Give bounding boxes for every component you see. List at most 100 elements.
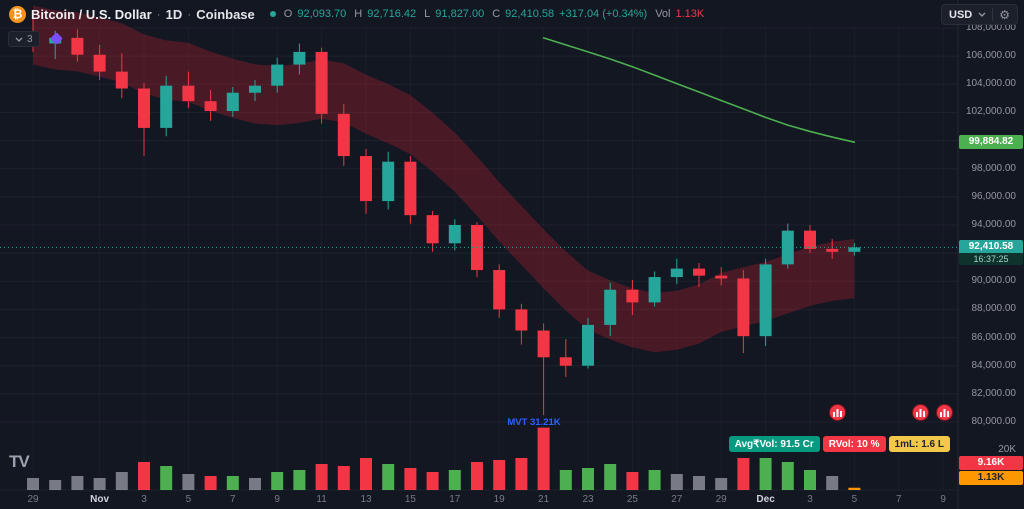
- volume-bar: [138, 462, 150, 490]
- time-tick: 23: [582, 494, 594, 505]
- event-bubble-icon[interactable]: [912, 404, 929, 421]
- high-value: 92,716.42: [367, 8, 417, 20]
- bar-chart-glyph: [940, 409, 949, 417]
- price-tick: 108,000.00: [965, 22, 1016, 33]
- candle: [271, 64, 284, 86]
- volume-bar: [471, 462, 483, 490]
- candle: [138, 88, 150, 128]
- volume-bar: [515, 458, 528, 490]
- volume-bar: [493, 460, 506, 490]
- candle: [160, 85, 173, 128]
- bar-chart-glyph: [916, 409, 925, 417]
- price-tick: 86,000.00: [971, 331, 1017, 343]
- volume-bar: [715, 478, 728, 490]
- time-tick: 27: [671, 494, 683, 505]
- price-tick: 98,000.00: [971, 162, 1017, 174]
- volume-bar: [537, 427, 550, 490]
- bar-chart-glyph: [833, 409, 842, 417]
- time-tick: 21: [538, 494, 550, 505]
- candle: [515, 309, 528, 331]
- volume-bar: [404, 468, 417, 490]
- volume-bar: [804, 470, 816, 490]
- candle: [848, 247, 861, 252]
- indicator-stat-badges: Avg₹Vol: 91.5 Cr RVol: 10 % 1mL: 1.6 L: [728, 436, 950, 452]
- price-tick: 94,000.00: [971, 219, 1017, 230]
- volume-label: Vol: [655, 8, 671, 20]
- candle: [204, 101, 217, 112]
- time-tick: Dec: [756, 494, 775, 505]
- price-tick: 102,000.00: [965, 106, 1016, 118]
- volume-bar: [293, 470, 306, 490]
- volume-bar: [582, 468, 594, 490]
- volume-bar: [204, 476, 217, 490]
- chevron-down-icon: [978, 12, 986, 17]
- price-tick: 96,000.00: [971, 190, 1017, 202]
- separator-dot: ·: [156, 7, 161, 21]
- exchange-label[interactable]: Coinbase: [196, 6, 255, 22]
- open-value: 92,093.70: [297, 8, 347, 20]
- candle: [670, 268, 683, 278]
- volume-bar: [559, 470, 572, 490]
- volume-bar: [781, 462, 794, 490]
- low-value: 91,827.00: [435, 8, 485, 20]
- candle: [781, 230, 794, 265]
- divider: [992, 8, 994, 21]
- volume-bar: [226, 476, 239, 490]
- candle: [448, 225, 461, 244]
- volume-value: 1.13K: [675, 8, 705, 20]
- time-tick: 17: [449, 494, 461, 505]
- volume-bar: [182, 474, 195, 490]
- avg-vol-badge: Avg₹Vol: 91.5 Cr: [728, 436, 820, 452]
- time-tick: 25: [626, 494, 638, 505]
- time-tick: 3: [141, 494, 147, 505]
- volume-bar: [670, 474, 683, 490]
- event-bubble-icon[interactable]: [936, 404, 953, 421]
- interval-label[interactable]: 1D: [165, 6, 183, 22]
- currency-selector[interactable]: USD ⚙: [941, 4, 1018, 25]
- volume-bar: [71, 476, 84, 490]
- volume-bar: [49, 480, 62, 490]
- time-tick: 15: [404, 494, 416, 505]
- chevron-down-icon: [15, 37, 23, 42]
- volume-bar: [315, 464, 328, 490]
- settings-gear-icon[interactable]: ⚙: [999, 7, 1010, 22]
- market-status-dot: [269, 11, 276, 17]
- candle: [737, 278, 750, 337]
- candle: [493, 270, 506, 310]
- last-price-badge: 92,410.58: [959, 240, 1023, 254]
- candle: [626, 289, 639, 303]
- one-month-low-badge: 1mL: 1.6 L: [888, 436, 950, 452]
- volume-ma-badge: 9.16K: [959, 456, 1023, 470]
- candle: [559, 357, 572, 366]
- rvol-badge: RVol: 10 %: [822, 436, 886, 452]
- time-tick: 29: [27, 494, 39, 505]
- volume-bar: [648, 470, 661, 490]
- candle: [71, 37, 84, 55]
- price-axis[interactable]: 99,884.82 92,410.58 16:37:25 20K 9.16K 1…: [958, 0, 1024, 509]
- time-axis[interactable]: 29 Nov 3 5 7 9 11 13 15 17 19 21 23 25 27 29 Dec 3 5 7 9: [0, 492, 958, 509]
- volume-bar: [160, 466, 173, 490]
- candle: [382, 161, 395, 202]
- high-label: H: [354, 8, 363, 20]
- candle: [337, 113, 350, 157]
- collapsed-indicators-toggle[interactable]: 3: [8, 31, 40, 47]
- price-tick: 88,000.00: [971, 303, 1017, 315]
- chart-legend: ₿ Bitcoin / U.S. Dollar · 1D · Coinbase …: [0, 0, 954, 28]
- volume-bar: [27, 478, 39, 490]
- tradingview-logo[interactable]: TV: [9, 452, 30, 471]
- volume-bar: [848, 487, 861, 490]
- volume-bar: [693, 476, 705, 490]
- volume-bar: [360, 458, 372, 490]
- candle: [759, 264, 772, 337]
- volume-bar: [93, 478, 106, 490]
- low-label: L: [424, 8, 431, 20]
- candle: [804, 230, 816, 249]
- volume-bar: [604, 464, 617, 490]
- volume-bar: [337, 466, 350, 490]
- ma-price-badge: 99,884.82: [959, 135, 1023, 149]
- bar-countdown-badge: 16:37:25: [959, 253, 1023, 265]
- event-bubble-icon[interactable]: [829, 404, 846, 421]
- symbol-title[interactable]: Bitcoin / U.S. Dollar: [31, 6, 152, 22]
